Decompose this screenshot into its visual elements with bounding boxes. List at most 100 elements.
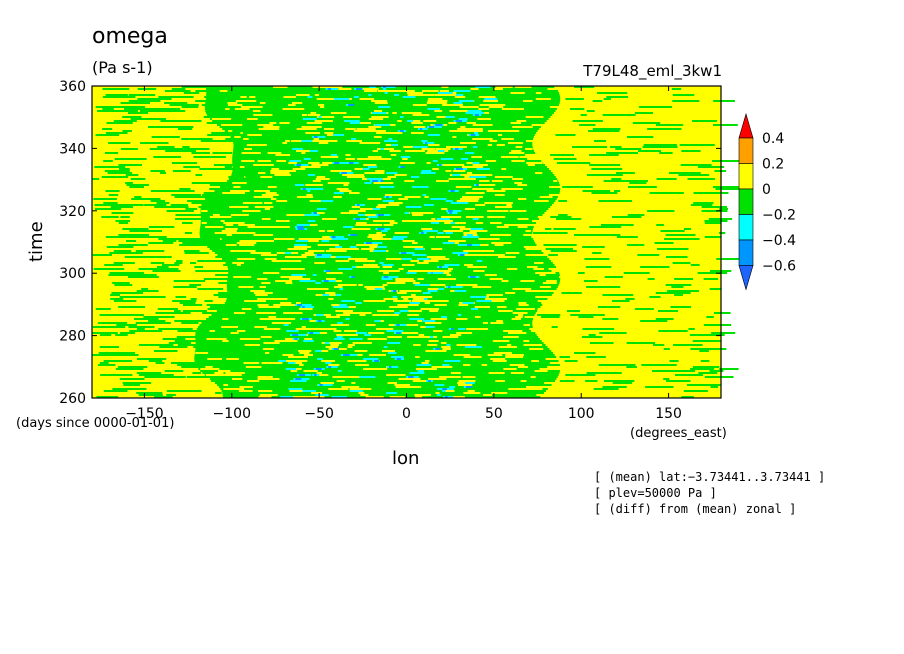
heatmap-cell bbox=[534, 262, 544, 264]
heatmap-cell bbox=[315, 314, 324, 316]
heatmap-cell bbox=[389, 150, 401, 152]
heatmap-cell bbox=[116, 204, 144, 206]
heatmap-cell bbox=[553, 180, 558, 182]
x-tick-label: 50 bbox=[485, 406, 503, 422]
heatmap-cell bbox=[205, 196, 234, 198]
heatmap-cell bbox=[150, 262, 165, 264]
heatmap-cell bbox=[343, 330, 358, 332]
heatmap-cell bbox=[217, 254, 546, 256]
heatmap-cell bbox=[346, 176, 365, 178]
heatmap-cell bbox=[515, 146, 523, 148]
heatmap-cell bbox=[340, 212, 359, 214]
heatmap-cell bbox=[460, 174, 479, 176]
heatmap-cell bbox=[627, 214, 645, 216]
heatmap-cell bbox=[227, 280, 561, 282]
heatmap-cell bbox=[395, 278, 414, 280]
heatmap-cell bbox=[350, 234, 358, 236]
heatmap-cell bbox=[126, 184, 149, 186]
heatmap-cell bbox=[421, 228, 433, 230]
heatmap-cell bbox=[386, 172, 398, 174]
heatmap-cell bbox=[435, 124, 443, 126]
heatmap-cell bbox=[119, 236, 155, 238]
heatmap-cell bbox=[527, 158, 546, 160]
heatmap-cell bbox=[282, 354, 294, 356]
heatmap-cell bbox=[349, 122, 360, 124]
heatmap-cell bbox=[415, 356, 420, 358]
heatmap-cell bbox=[305, 184, 323, 186]
heatmap-cell bbox=[201, 104, 228, 106]
heatmap-cell bbox=[141, 288, 149, 290]
heatmap-cell bbox=[92, 332, 118, 334]
heatmap-cell bbox=[524, 154, 543, 156]
heatmap-cell bbox=[531, 236, 538, 238]
heatmap-cell bbox=[195, 348, 550, 350]
heatmap-cell bbox=[511, 318, 522, 320]
note-pressure-level: [ plev=50000 Pa ] bbox=[594, 486, 717, 500]
heatmap-cell bbox=[209, 188, 239, 190]
heatmap-cell bbox=[491, 392, 508, 394]
heatmap-cell bbox=[683, 390, 708, 392]
colorbar-label: 0 bbox=[762, 182, 771, 198]
heatmap-cell bbox=[292, 168, 306, 170]
heatmap-cell bbox=[312, 86, 328, 88]
heatmap-cell bbox=[399, 290, 422, 292]
heatmap-cell bbox=[312, 136, 326, 138]
heatmap-cell bbox=[417, 370, 424, 372]
heatmap-cell bbox=[497, 352, 510, 354]
heatmap-cell bbox=[505, 356, 524, 358]
heatmap-cell bbox=[209, 378, 557, 380]
heatmap-cell bbox=[716, 258, 739, 260]
heatmap-cell bbox=[381, 230, 388, 232]
heatmap-cell bbox=[445, 170, 452, 172]
heatmap-cell bbox=[195, 174, 203, 176]
heatmap-cell bbox=[158, 238, 179, 240]
heatmap-cell bbox=[460, 126, 466, 128]
heatmap-cell bbox=[394, 324, 407, 326]
heatmap-cell bbox=[418, 334, 425, 336]
heatmap-cell bbox=[376, 310, 395, 312]
heatmap-cell bbox=[200, 238, 534, 240]
heatmap-cell bbox=[523, 324, 530, 326]
heatmap-cell bbox=[517, 198, 527, 200]
heatmap-cell bbox=[439, 376, 453, 378]
heatmap-cell bbox=[175, 218, 211, 220]
heatmap-cell bbox=[441, 86, 449, 88]
heatmap-cell bbox=[188, 336, 196, 338]
heatmap-cell bbox=[427, 290, 438, 292]
heatmap-cell bbox=[562, 186, 593, 188]
heatmap-cell bbox=[207, 134, 236, 136]
heatmap-cell bbox=[458, 118, 468, 120]
heatmap-cell bbox=[108, 142, 131, 144]
heatmap-cell bbox=[376, 232, 382, 234]
heatmap-cell bbox=[316, 98, 338, 100]
heatmap-cell bbox=[554, 86, 571, 88]
heatmap-cell bbox=[349, 390, 363, 392]
heatmap-cell bbox=[440, 270, 452, 272]
heatmap-cell bbox=[287, 356, 308, 358]
heatmap-cell bbox=[613, 180, 649, 182]
heatmap-cell bbox=[335, 294, 342, 296]
heatmap-cell bbox=[275, 280, 292, 282]
heatmap-cell bbox=[525, 230, 532, 232]
heatmap-cell bbox=[195, 344, 546, 346]
heatmap-cell bbox=[536, 394, 546, 396]
heatmap-cell bbox=[398, 268, 404, 270]
heatmap-cell bbox=[629, 182, 647, 184]
heatmap-cell bbox=[140, 142, 169, 144]
heatmap-cell bbox=[282, 142, 288, 144]
heatmap-cell bbox=[223, 304, 543, 306]
heatmap-cell bbox=[273, 322, 292, 324]
heatmap-cell bbox=[266, 328, 274, 330]
heatmap-cell bbox=[138, 344, 174, 346]
heatmap-cell bbox=[437, 232, 444, 234]
colorbar-swatch bbox=[738, 214, 754, 241]
heatmap-cell bbox=[252, 110, 261, 112]
heatmap-cell bbox=[345, 154, 351, 156]
heatmap-cell bbox=[226, 286, 558, 288]
heatmap-cell bbox=[233, 146, 533, 148]
heatmap-cell bbox=[586, 356, 606, 358]
heatmap-cell bbox=[462, 130, 483, 132]
heatmap-cell bbox=[591, 168, 623, 170]
heatmap-cell bbox=[356, 244, 378, 246]
heatmap-cell bbox=[465, 112, 482, 114]
